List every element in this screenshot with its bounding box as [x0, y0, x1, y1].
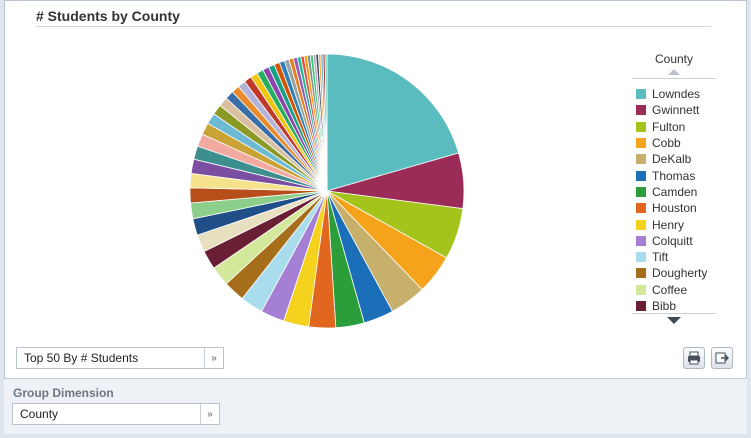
- legend-swatch: [636, 235, 646, 246]
- top-filter-value: Top 50 By # Students: [24, 351, 139, 365]
- legend-label: Houston: [652, 201, 697, 216]
- legend-swatch: [636, 105, 646, 116]
- legend-scroll-down-icon[interactable]: [667, 317, 681, 324]
- legend-item-tift[interactable]: Tift: [636, 249, 707, 265]
- pie-slice-lowndes[interactable]: [326, 53, 460, 192]
- dropdown-arrow-icon[interactable]: »: [200, 404, 219, 424]
- legend-swatch: [636, 121, 646, 132]
- legend-label: Fulton: [652, 119, 686, 134]
- legend-item-henry[interactable]: Henry: [636, 216, 707, 232]
- legend-label: Camden: [652, 184, 698, 199]
- legend-label: Cobb: [652, 136, 681, 151]
- top-filter-select[interactable]: Top 50 By # Students »: [16, 347, 224, 369]
- legend-swatch: [636, 203, 646, 214]
- legend-label: Dougherty: [652, 266, 708, 281]
- legend-item-houston[interactable]: Houston: [636, 200, 707, 216]
- group-dimension-label: Group Dimension: [13, 386, 114, 400]
- legend-item-dougherty[interactable]: Dougherty: [636, 265, 707, 281]
- legend-label: Henry: [652, 217, 685, 232]
- print-icon: [688, 351, 700, 365]
- legend-swatch: [636, 268, 646, 279]
- legend-label: Thomas: [652, 168, 696, 183]
- legend-item-cobb[interactable]: Cobb: [636, 135, 707, 151]
- chart-panel: # Students by County County Lowndes Gwinn…: [4, 0, 747, 434]
- legend-swatch: [636, 170, 646, 181]
- legend-swatch: [636, 154, 646, 165]
- legend-label: Gwinnett: [652, 103, 700, 118]
- title-divider: [36, 26, 711, 27]
- legend: Lowndes Gwinnett Fulton Cobb DeKalb Thomas Cam…: [636, 86, 707, 314]
- legend-item-dekalb[interactable]: DeKalb: [636, 151, 707, 167]
- pie-slice-49[interactable]: [324, 53, 328, 192]
- legend-swatch: [636, 284, 646, 295]
- legend-swatch: [636, 219, 646, 230]
- legend-divider-bottom: [632, 313, 716, 314]
- legend-item-thomas[interactable]: Thomas: [636, 167, 707, 183]
- legend-item-colquitt[interactable]: Colquitt: [636, 233, 707, 249]
- legend-scroll-up-icon[interactable]: [668, 69, 680, 75]
- legend-label: Colquitt: [652, 233, 693, 248]
- legend-item-gwinnett[interactable]: Gwinnett: [636, 102, 707, 118]
- legend-label: Lowndes: [652, 87, 701, 102]
- legend-label: Coffee: [652, 282, 688, 297]
- legend-swatch: [636, 138, 646, 149]
- legend-swatch: [636, 252, 646, 263]
- pie-chart: [189, 53, 465, 329]
- chart-title: # Students by County: [36, 8, 180, 24]
- legend-item-camden[interactable]: Camden: [636, 184, 707, 200]
- legend-swatch: [636, 186, 646, 197]
- export-icon: [715, 352, 729, 364]
- legend-divider-top: [632, 78, 716, 79]
- legend-swatch: [636, 89, 646, 100]
- group-dimension-bar: Group Dimension County »: [4, 378, 747, 434]
- legend-item-coffee[interactable]: Coffee: [636, 282, 707, 298]
- legend-label: Bibb: [652, 299, 677, 313]
- group-dimension-value: County: [20, 407, 59, 421]
- legend-item-bibb[interactable]: Bibb: [636, 298, 707, 314]
- legend-label: Tift: [652, 250, 669, 265]
- dropdown-arrow-icon[interactable]: »: [204, 348, 223, 368]
- legend-item-fulton[interactable]: Fulton: [636, 119, 707, 135]
- export-button[interactable]: [711, 347, 733, 369]
- print-button[interactable]: [683, 347, 705, 369]
- group-dimension-select[interactable]: County »: [12, 403, 220, 425]
- legend-label: DeKalb: [652, 152, 692, 167]
- legend-swatch: [636, 301, 646, 311]
- legend-title: County: [654, 52, 694, 66]
- legend-item-lowndes[interactable]: Lowndes: [636, 86, 707, 102]
